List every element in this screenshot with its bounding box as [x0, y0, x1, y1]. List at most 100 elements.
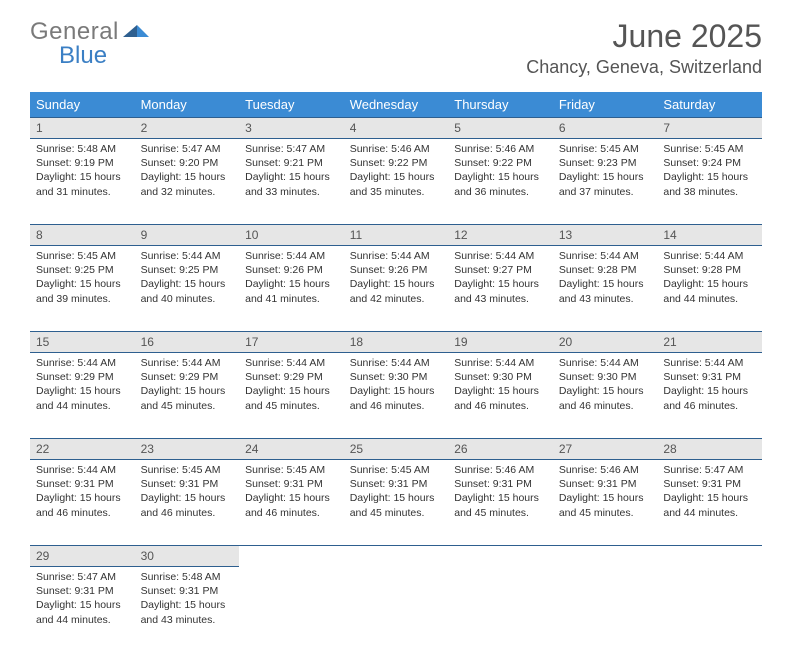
day-number-cell: 2 — [135, 118, 240, 139]
day-content-cell: Sunrise: 5:44 AMSunset: 9:28 PMDaylight:… — [553, 246, 658, 332]
day-details: Sunrise: 5:46 AMSunset: 9:31 PMDaylight:… — [553, 460, 658, 526]
day-number-cell: 13 — [553, 225, 658, 246]
day-number-cell — [657, 546, 762, 567]
day-number-cell: 22 — [30, 439, 135, 460]
daylight-text: Daylight: 15 hours and 44 minutes. — [663, 491, 756, 519]
sunset-text: Sunset: 9:25 PM — [36, 263, 129, 277]
day-content-cell: Sunrise: 5:44 AMSunset: 9:30 PMDaylight:… — [344, 353, 449, 439]
sunrise-text: Sunrise: 5:45 AM — [559, 142, 652, 156]
sunset-text: Sunset: 9:31 PM — [663, 477, 756, 491]
day-number-cell: 14 — [657, 225, 762, 246]
sunrise-text: Sunrise: 5:46 AM — [350, 142, 443, 156]
daylight-text: Daylight: 15 hours and 46 minutes. — [559, 384, 652, 412]
sunset-text: Sunset: 9:20 PM — [141, 156, 234, 170]
sunrise-text: Sunrise: 5:48 AM — [36, 142, 129, 156]
daylight-text: Daylight: 15 hours and 43 minutes. — [141, 598, 234, 626]
day-content-cell: Sunrise: 5:45 AMSunset: 9:31 PMDaylight:… — [239, 460, 344, 546]
day-content-cell: Sunrise: 5:47 AMSunset: 9:21 PMDaylight:… — [239, 139, 344, 225]
day-number-row: 22232425262728 — [30, 439, 762, 460]
day-content-cell: Sunrise: 5:46 AMSunset: 9:31 PMDaylight:… — [448, 460, 553, 546]
weekday-header: Saturday — [657, 92, 762, 118]
day-content-cell — [657, 567, 762, 653]
sunrise-text: Sunrise: 5:44 AM — [350, 356, 443, 370]
daylight-text: Daylight: 15 hours and 45 minutes. — [559, 491, 652, 519]
day-details: Sunrise: 5:48 AMSunset: 9:31 PMDaylight:… — [135, 567, 240, 633]
daylight-text: Daylight: 15 hours and 44 minutes. — [36, 598, 129, 626]
sunrise-text: Sunrise: 5:46 AM — [454, 463, 547, 477]
day-content-cell: Sunrise: 5:44 AMSunset: 9:25 PMDaylight:… — [135, 246, 240, 332]
sunset-text: Sunset: 9:26 PM — [245, 263, 338, 277]
daylight-text: Daylight: 15 hours and 38 minutes. — [663, 170, 756, 198]
day-content-row: Sunrise: 5:48 AMSunset: 9:19 PMDaylight:… — [30, 139, 762, 225]
daylight-text: Daylight: 15 hours and 33 minutes. — [245, 170, 338, 198]
day-content-cell — [344, 567, 449, 653]
sunset-text: Sunset: 9:22 PM — [454, 156, 547, 170]
sunset-text: Sunset: 9:27 PM — [454, 263, 547, 277]
day-details: Sunrise: 5:47 AMSunset: 9:20 PMDaylight:… — [135, 139, 240, 205]
sunset-text: Sunset: 9:29 PM — [245, 370, 338, 384]
day-content-cell: Sunrise: 5:48 AMSunset: 9:31 PMDaylight:… — [135, 567, 240, 653]
sunrise-text: Sunrise: 5:44 AM — [141, 249, 234, 263]
day-content-cell: Sunrise: 5:44 AMSunset: 9:26 PMDaylight:… — [239, 246, 344, 332]
day-number-cell: 18 — [344, 332, 449, 353]
day-content-cell: Sunrise: 5:44 AMSunset: 9:29 PMDaylight:… — [30, 353, 135, 439]
sunrise-text: Sunrise: 5:45 AM — [245, 463, 338, 477]
day-details: Sunrise: 5:44 AMSunset: 9:28 PMDaylight:… — [657, 246, 762, 312]
day-number-cell: 7 — [657, 118, 762, 139]
sunset-text: Sunset: 9:29 PM — [36, 370, 129, 384]
weekday-header: Sunday — [30, 92, 135, 118]
day-number-cell: 1 — [30, 118, 135, 139]
day-number-cell: 30 — [135, 546, 240, 567]
day-details: Sunrise: 5:44 AMSunset: 9:26 PMDaylight:… — [239, 246, 344, 312]
day-number-cell: 19 — [448, 332, 553, 353]
day-number-row: 891011121314 — [30, 225, 762, 246]
sunrise-text: Sunrise: 5:44 AM — [141, 356, 234, 370]
day-content-cell: Sunrise: 5:44 AMSunset: 9:30 PMDaylight:… — [448, 353, 553, 439]
daylight-text: Daylight: 15 hours and 46 minutes. — [663, 384, 756, 412]
daylight-text: Daylight: 15 hours and 32 minutes. — [141, 170, 234, 198]
calendar-table: Sunday Monday Tuesday Wednesday Thursday… — [30, 92, 762, 653]
day-details: Sunrise: 5:45 AMSunset: 9:23 PMDaylight:… — [553, 139, 658, 205]
day-content-cell: Sunrise: 5:44 AMSunset: 9:29 PMDaylight:… — [239, 353, 344, 439]
sunrise-text: Sunrise: 5:44 AM — [36, 356, 129, 370]
sunset-text: Sunset: 9:30 PM — [454, 370, 547, 384]
daylight-text: Daylight: 15 hours and 42 minutes. — [350, 277, 443, 305]
sunset-text: Sunset: 9:23 PM — [559, 156, 652, 170]
day-number-row: 2930 — [30, 546, 762, 567]
day-content-cell: Sunrise: 5:48 AMSunset: 9:19 PMDaylight:… — [30, 139, 135, 225]
day-number-cell: 6 — [553, 118, 658, 139]
day-number-cell: 21 — [657, 332, 762, 353]
day-content-cell: Sunrise: 5:44 AMSunset: 9:27 PMDaylight:… — [448, 246, 553, 332]
daylight-text: Daylight: 15 hours and 46 minutes. — [245, 491, 338, 519]
day-content-cell: Sunrise: 5:47 AMSunset: 9:31 PMDaylight:… — [30, 567, 135, 653]
day-details: Sunrise: 5:44 AMSunset: 9:28 PMDaylight:… — [553, 246, 658, 312]
sunrise-text: Sunrise: 5:44 AM — [36, 463, 129, 477]
sunrise-text: Sunrise: 5:44 AM — [245, 249, 338, 263]
daylight-text: Daylight: 15 hours and 45 minutes. — [141, 384, 234, 412]
day-number-cell: 12 — [448, 225, 553, 246]
day-details: Sunrise: 5:44 AMSunset: 9:31 PMDaylight:… — [657, 353, 762, 419]
day-number-cell: 28 — [657, 439, 762, 460]
day-number-cell: 20 — [553, 332, 658, 353]
day-details: Sunrise: 5:47 AMSunset: 9:31 PMDaylight:… — [30, 567, 135, 633]
day-number-row: 15161718192021 — [30, 332, 762, 353]
day-content-cell — [239, 567, 344, 653]
sunset-text: Sunset: 9:31 PM — [663, 370, 756, 384]
sunrise-text: Sunrise: 5:47 AM — [36, 570, 129, 584]
sunset-text: Sunset: 9:25 PM — [141, 263, 234, 277]
day-details: Sunrise: 5:48 AMSunset: 9:19 PMDaylight:… — [30, 139, 135, 205]
sunrise-text: Sunrise: 5:47 AM — [245, 142, 338, 156]
day-details: Sunrise: 5:46 AMSunset: 9:31 PMDaylight:… — [448, 460, 553, 526]
sunrise-text: Sunrise: 5:47 AM — [141, 142, 234, 156]
day-number-cell: 24 — [239, 439, 344, 460]
sunset-text: Sunset: 9:24 PM — [663, 156, 756, 170]
sunset-text: Sunset: 9:29 PM — [141, 370, 234, 384]
day-content-cell: Sunrise: 5:44 AMSunset: 9:30 PMDaylight:… — [553, 353, 658, 439]
sunrise-text: Sunrise: 5:48 AM — [141, 570, 234, 584]
daylight-text: Daylight: 15 hours and 41 minutes. — [245, 277, 338, 305]
day-number-cell — [239, 546, 344, 567]
day-content-cell: Sunrise: 5:44 AMSunset: 9:28 PMDaylight:… — [657, 246, 762, 332]
daylight-text: Daylight: 15 hours and 43 minutes. — [454, 277, 547, 305]
day-content-cell: Sunrise: 5:45 AMSunset: 9:31 PMDaylight:… — [135, 460, 240, 546]
day-details: Sunrise: 5:44 AMSunset: 9:30 PMDaylight:… — [553, 353, 658, 419]
